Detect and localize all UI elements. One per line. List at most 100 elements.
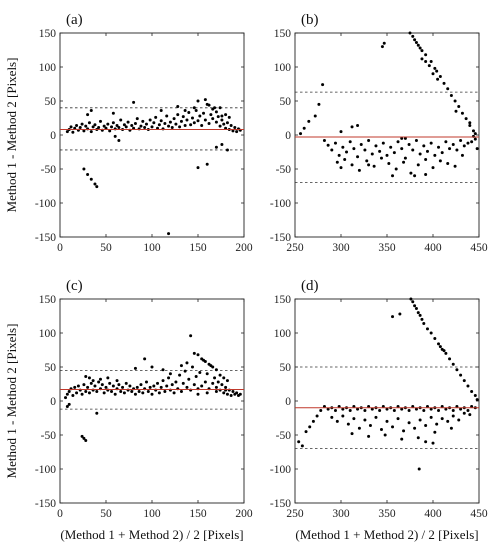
data-point [214,120,218,124]
y-tick-label: -50 [41,430,57,442]
data-point [209,113,213,117]
data-point [451,143,455,147]
data-point [418,418,422,422]
y-tick-label: -50 [41,164,57,176]
data-point [179,389,183,393]
data-point [93,123,97,127]
data-point [95,411,99,415]
data-point [82,167,86,171]
data-point [192,351,196,355]
panel-label: (a) [66,12,83,28]
data-point [429,407,433,411]
data-point [446,419,450,423]
data-point [444,407,448,411]
data-point [148,118,152,122]
y-tick-label: 100 [274,62,292,74]
data-point [459,407,463,411]
data-point [311,419,315,423]
data-point [414,138,418,142]
data-point [211,381,215,385]
data-point [440,151,444,155]
data-point [438,345,442,349]
data-point [299,132,303,136]
data-point [380,45,384,49]
data-point [110,125,114,129]
data-point [187,111,191,115]
panel-label: (c) [66,278,83,294]
data-point [437,342,441,346]
data-point [185,118,189,122]
data-point [414,407,418,411]
data-point [172,391,176,395]
data-point [137,389,141,393]
data-point [82,383,86,387]
data-point [214,368,218,372]
data-point [172,117,176,121]
data-point [185,361,189,365]
data-point [190,116,194,120]
y-tick-label: 50 [280,96,292,108]
data-point [150,365,154,369]
data-point [200,357,204,361]
data-point [460,153,464,157]
y-tick-label: 100 [274,328,292,340]
data-point [192,106,196,110]
data-point [453,99,457,103]
data-point [398,312,402,316]
data-point [470,140,474,144]
data-point [455,404,459,408]
data-point [409,297,413,301]
data-point [218,124,222,128]
data-point [152,384,156,388]
panel-label: (d) [301,278,319,294]
data-point [350,432,354,436]
data-point [416,43,420,47]
data-point [407,421,411,425]
data-point [179,364,183,368]
y-tick-label: -100 [270,464,291,476]
data-point [64,396,68,400]
data-point [339,166,343,170]
data-point [302,126,306,130]
data-point [422,321,426,325]
data-point [165,384,169,388]
data-point [106,376,110,380]
data-point [163,121,167,125]
data-point [442,81,446,85]
data-point [425,327,429,331]
x-tick-label: 300 [332,242,350,254]
x-tick-label: 300 [332,508,350,520]
data-point [378,149,382,153]
data-point [322,404,326,408]
x-tick-label: 0 [57,242,63,254]
data-point [84,375,88,379]
data-point [216,380,220,384]
data-point [220,118,224,122]
data-point [200,123,204,127]
data-point [179,119,183,123]
x-tick-label: 350 [378,508,396,520]
data-point [464,117,468,121]
data-point [470,389,474,393]
data-point [203,380,207,384]
data-point [168,120,172,124]
data-point [198,370,202,374]
data-point [117,383,121,387]
data-point [449,426,453,430]
data-point [436,77,440,81]
panel-label: (b) [301,12,319,28]
data-point [413,304,417,308]
data-point [416,311,420,315]
y-tick-label: -150 [270,498,291,510]
data-point [300,444,304,448]
data-point [202,111,206,115]
data-point [95,389,99,393]
data-point [333,141,337,145]
data-point [220,383,224,387]
data-point [207,121,211,125]
data-point [424,440,428,444]
data-point [370,407,374,411]
data-point [431,72,435,76]
x-tick-label: 400 [424,242,442,254]
data-point [139,383,143,387]
